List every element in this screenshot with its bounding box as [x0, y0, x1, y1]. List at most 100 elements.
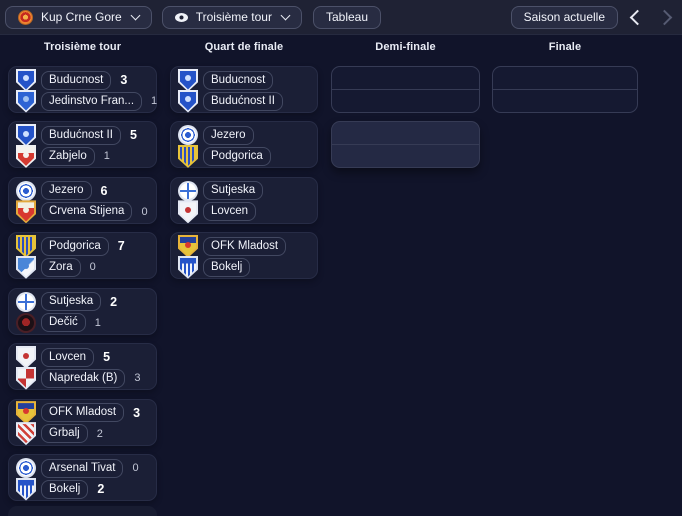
team-row: Jezero 6 — [16, 180, 156, 201]
club-badge-podgorica-icon — [16, 234, 36, 258]
team-name[interactable]: Zabjelo — [41, 146, 95, 166]
team-name[interactable]: Napredak (B) — [41, 368, 126, 388]
team-score: 0 — [141, 205, 148, 218]
team-name[interactable]: OFK Mladost — [41, 403, 125, 423]
team-name[interactable]: OFK Mladost — [203, 236, 287, 256]
match-card[interactable]: Sutjeska 2 Dečić 1 — [8, 287, 157, 335]
team-name[interactable]: Bokelj — [203, 257, 251, 277]
team-score: 1 — [94, 316, 101, 329]
club-badge-crvena-stijena-icon — [16, 200, 36, 224]
table-view-button[interactable]: Tableau — [312, 5, 382, 29]
match-card[interactable]: Jezero 6 Crvena Stijena 0 — [8, 176, 157, 224]
empty-match-slot — [331, 66, 480, 113]
club-badge-ofk-mladost-icon — [16, 401, 36, 425]
team-name[interactable]: Grbalj — [41, 424, 88, 444]
team-name[interactable]: Bokelj — [41, 479, 89, 499]
team-name[interactable]: Jezero — [41, 181, 92, 201]
empty-match-slot — [492, 66, 638, 113]
team-name[interactable]: Arsenal Tivat — [41, 458, 124, 478]
toolbar: Kup Crne Gore Troisième tour Tableau Sai… — [0, 0, 682, 35]
team-row: Dečić 1 — [16, 312, 156, 333]
team-name[interactable]: Budućnost II — [203, 91, 283, 111]
empty-team-slot — [332, 122, 479, 144]
team-score: 7 — [117, 239, 125, 254]
match-card[interactable]: Budućnost II 5 Zabjelo 1 — [8, 121, 157, 169]
club-badge-grbalj-icon — [16, 422, 36, 446]
team-score: 2 — [110, 294, 118, 309]
team-row: Jedinstvo Fran... 1 — [16, 89, 157, 113]
team-row: Napredak (B) 3 — [16, 366, 156, 390]
team-name[interactable]: Dečić — [41, 313, 86, 333]
team-name[interactable]: Lovcen — [41, 347, 95, 367]
team-score: 2 — [97, 482, 105, 496]
previous-season-icon[interactable] — [629, 9, 646, 25]
next-season-icon[interactable] — [656, 9, 673, 25]
club-badge-buducnost-icon — [178, 68, 198, 92]
match-card[interactable]: OFK Mladost 3 Grbalj 2 — [8, 398, 157, 446]
team-name[interactable]: Zora — [41, 257, 81, 277]
round-header-quart-de-finale: Quart de finale — [204, 41, 284, 53]
competition-label: Kup Crne Gore — [41, 10, 122, 24]
club-badge-arsenal-tivat-icon — [16, 458, 36, 478]
match-card[interactable]: Buducnost Budućnost II — [170, 66, 318, 113]
team-row: OFK Mladost — [178, 234, 317, 258]
team-row: Sutjeska 2 — [16, 291, 156, 312]
team-score: 0 — [132, 462, 139, 474]
empty-team-slot — [493, 89, 637, 112]
team-name[interactable]: Crvena Stijena — [41, 202, 133, 222]
club-badge-zora-icon — [16, 255, 36, 279]
team-row: Buducnost — [178, 68, 317, 92]
team-score: 3 — [120, 73, 128, 87]
team-score: 5 — [129, 128, 137, 143]
team-row: Bokelj 2 — [16, 477, 156, 501]
club-badge-sutjeska-icon — [16, 291, 36, 312]
team-name[interactable]: Podgorica — [41, 236, 109, 256]
team-name[interactable]: Buducnost — [203, 70, 274, 90]
team-name[interactable]: Jedinstvo Fran... — [41, 91, 143, 111]
competition-logo-icon — [18, 9, 33, 25]
club-badge-zabjelo-icon — [16, 144, 36, 168]
team-score: 2 — [96, 427, 103, 440]
team-name[interactable]: Sutjeska — [203, 181, 264, 201]
team-row: Crvena Stijena 0 — [16, 200, 156, 224]
team-row: Sutjeska — [178, 180, 317, 201]
team-name[interactable]: Podgorica — [203, 146, 271, 166]
team-score: 3 — [133, 405, 141, 420]
match-card[interactable]: Sutjeska Lovcen — [170, 176, 318, 224]
team-score: 5 — [103, 350, 111, 365]
team-name[interactable]: Budućnost II — [41, 125, 121, 145]
empty-team-slot — [332, 67, 479, 89]
club-badge-lovcen-icon — [16, 345, 36, 369]
season-button[interactable]: Saison actuelle — [510, 5, 618, 29]
club-badge-ofk-mladost-icon — [178, 234, 198, 258]
team-name[interactable]: Jezero — [203, 125, 254, 145]
round-header-troisieme-tour: Troisième tour — [43, 41, 122, 53]
team-row: Podgorica 7 — [16, 234, 156, 258]
club-badge-jedinstvo-icon — [16, 89, 36, 113]
match-card[interactable]: Jezero Podgorica — [170, 121, 318, 169]
club-badge-sutjeska-icon — [178, 180, 198, 201]
team-row: Budućnost II — [178, 89, 317, 113]
team-name[interactable]: Lovcen — [203, 202, 257, 222]
team-name[interactable]: Sutjeska — [41, 292, 102, 312]
match-card[interactable]: Buducnost 3 Jedinstvo Fran... 1 — [8, 66, 157, 113]
club-badge-buducnost-icon — [16, 123, 36, 147]
match-card[interactable]: Podgorica 7 Zora 0 — [8, 232, 157, 280]
round-selector[interactable]: Troisième tour — [161, 5, 302, 29]
match-card[interactable]: Lovcen 5 Napredak (B) 3 — [8, 343, 157, 391]
match-card[interactable]: Arsenal Tivat 0 Bokelj 2 — [8, 454, 157, 501]
team-name[interactable]: Buducnost — [41, 70, 112, 90]
team-score: 0 — [89, 261, 96, 274]
competition-selector[interactable]: Kup Crne Gore — [5, 5, 152, 29]
partial-next-card — [8, 506, 157, 516]
empty-team-slot — [493, 67, 637, 89]
chevron-down-icon — [280, 10, 291, 20]
chevron-down-icon — [130, 10, 141, 20]
club-badge-buducnost-icon — [178, 89, 198, 113]
match-card[interactable]: OFK Mladost Bokelj — [170, 232, 318, 280]
team-row: Podgorica — [178, 144, 317, 168]
team-row: Grbalj 2 — [16, 422, 156, 446]
empty-match-slot — [331, 121, 480, 169]
team-row: Budućnost II 5 — [16, 123, 156, 147]
club-badge-bokelj-icon — [16, 477, 36, 501]
